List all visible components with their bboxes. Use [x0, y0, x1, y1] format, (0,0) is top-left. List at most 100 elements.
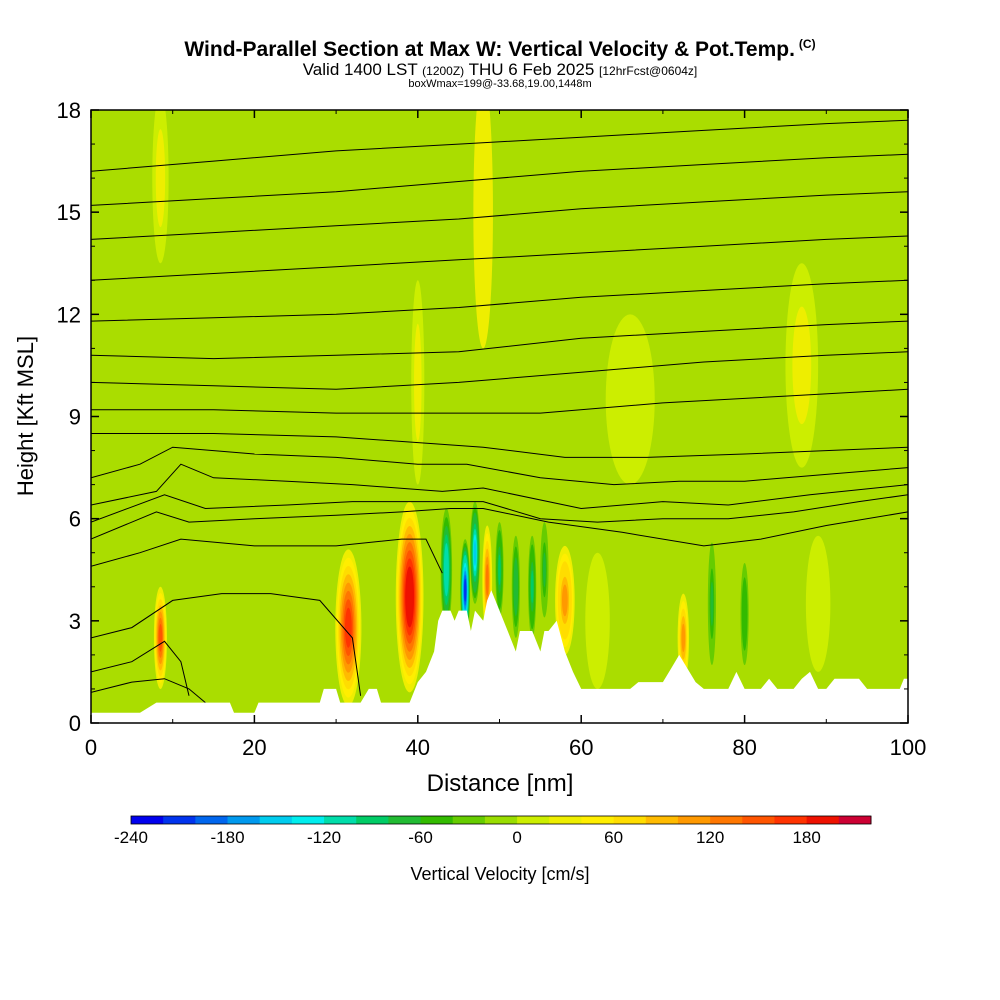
velocity-cell — [153, 586, 167, 689]
colorbar-swatch — [195, 816, 229, 824]
theta-contour-line — [91, 351, 908, 390]
velocity-band — [498, 554, 501, 586]
velocity-cell — [740, 562, 749, 666]
velocity-cell — [470, 501, 480, 604]
velocity-band — [485, 564, 489, 596]
y-tick-label: 3 — [69, 609, 81, 634]
velocity-cell — [555, 545, 575, 655]
velocity-band — [155, 129, 166, 228]
y-axis-label: Height [Kft MSL] — [13, 336, 38, 496]
velocity-band — [444, 551, 449, 588]
velocity-band — [590, 581, 605, 660]
y-tick-label: 18 — [57, 98, 81, 123]
forecast-date: THU 6 Feb 2025 — [468, 60, 595, 79]
colorbar-swatch — [163, 816, 196, 824]
theta-contour-line — [91, 320, 908, 360]
velocity-band — [681, 623, 686, 653]
y-tick-label: 12 — [57, 302, 81, 327]
utc-time: (1200Z) — [422, 64, 465, 78]
velocity-band — [792, 306, 812, 425]
theta-contour-line — [91, 191, 908, 240]
colorbar-swatch — [517, 816, 550, 824]
axes: 0 20 40 60 80 100 0 3 6 9 12 15 18 — [57, 98, 927, 760]
theta-contour-line — [91, 388, 908, 414]
chart-subtitle: Valid 1400 LST (1200Z) THU 6 Feb 2025 [1… — [0, 60, 1000, 80]
velocity-band — [406, 574, 413, 620]
velocity-cell — [707, 542, 717, 666]
colorbar-tick-label: -120 — [307, 828, 341, 847]
colorbar-swatch — [613, 816, 647, 824]
velocity-cell — [605, 314, 655, 485]
velocity-field — [152, 110, 831, 706]
velocity-cell — [411, 280, 425, 485]
velocity-cell — [805, 535, 831, 672]
colorbar-label: Vertical Velocity [cm/s] — [410, 864, 589, 884]
velocity-band — [473, 539, 477, 566]
velocity-cell — [152, 110, 169, 264]
theta-contour-line — [91, 678, 206, 703]
velocity-band — [414, 323, 422, 442]
theta-contour-line — [91, 463, 908, 510]
y-tick-label: 9 — [69, 405, 81, 430]
colorbar-swatch — [388, 816, 422, 824]
velocity-band — [616, 350, 645, 449]
theta-contour-line — [91, 593, 362, 696]
colorbar-tick-label: 60 — [604, 828, 623, 847]
colorbar-swatch — [774, 816, 808, 824]
velocity-band — [477, 133, 489, 291]
x-tick-label: 40 — [406, 735, 430, 760]
colorbar-swatch — [420, 816, 454, 824]
x-tick-label: 100 — [890, 735, 927, 760]
velocity-cell — [460, 539, 471, 642]
forecast-info: [12hrFcst@0604z] — [599, 64, 698, 78]
colorbar-tick-label: 0 — [512, 828, 521, 847]
colorbar-tick-label: 180 — [792, 828, 820, 847]
colorbar-swatch — [484, 816, 518, 824]
y-tick-label: 0 — [69, 711, 81, 736]
theta-contour-line — [91, 433, 908, 458]
copyright-mark: (C) — [798, 37, 816, 51]
velocity-cell — [677, 593, 690, 683]
velocity-band — [542, 552, 546, 588]
velocity-band — [742, 591, 747, 637]
theta-contours — [91, 119, 908, 703]
terrain-profile — [91, 590, 908, 723]
colorbar-swatch — [549, 816, 582, 824]
theta-contour-line — [91, 235, 908, 281]
colorbar-swatch — [227, 816, 261, 824]
x-tick-label: 80 — [732, 735, 756, 760]
velocity-cell — [511, 535, 520, 638]
theta-contour-line — [91, 153, 908, 206]
theta-contour-line — [91, 279, 908, 322]
x-tick-label: 60 — [569, 735, 593, 760]
colorbar-tick-label: -60 — [408, 828, 433, 847]
velocity-band — [345, 607, 352, 648]
velocity-cell — [335, 549, 362, 706]
theta-contour-line — [91, 119, 908, 172]
colorbar-frame — [130, 815, 872, 825]
velocity-band — [710, 581, 714, 627]
colorbar-tick-label: -240 — [114, 828, 148, 847]
theta-contour-line — [91, 640, 190, 696]
theta-contour-line — [91, 538, 443, 574]
colorbar-swatch — [710, 816, 743, 824]
theta-contour-line — [91, 446, 908, 486]
velocity-band — [464, 578, 467, 602]
y-tick-label: 6 — [69, 507, 81, 532]
velocity-band — [514, 568, 518, 606]
theta-contour-line — [91, 494, 908, 523]
velocity-band — [530, 570, 534, 604]
x-axis-label: Distance [nm] — [427, 770, 574, 797]
colorbar-swatch — [131, 816, 164, 824]
colorbar-swatch — [452, 816, 486, 824]
velocity-cell — [395, 501, 424, 693]
chart-title: Wind-Parallel Section at Max W: Vertical… — [0, 37, 1000, 62]
colorbar-swatch — [581, 816, 615, 824]
colorbar: -240 -180 -120 -60 0 60 120 180 — [114, 815, 872, 847]
box-info: boxWmax=199@-33.68,19.00,1448m — [408, 78, 592, 90]
velocity-cell — [528, 535, 537, 638]
x-tick-label: 0 — [85, 735, 97, 760]
y-tick-label: 15 — [57, 200, 81, 225]
velocity-band — [562, 584, 568, 617]
